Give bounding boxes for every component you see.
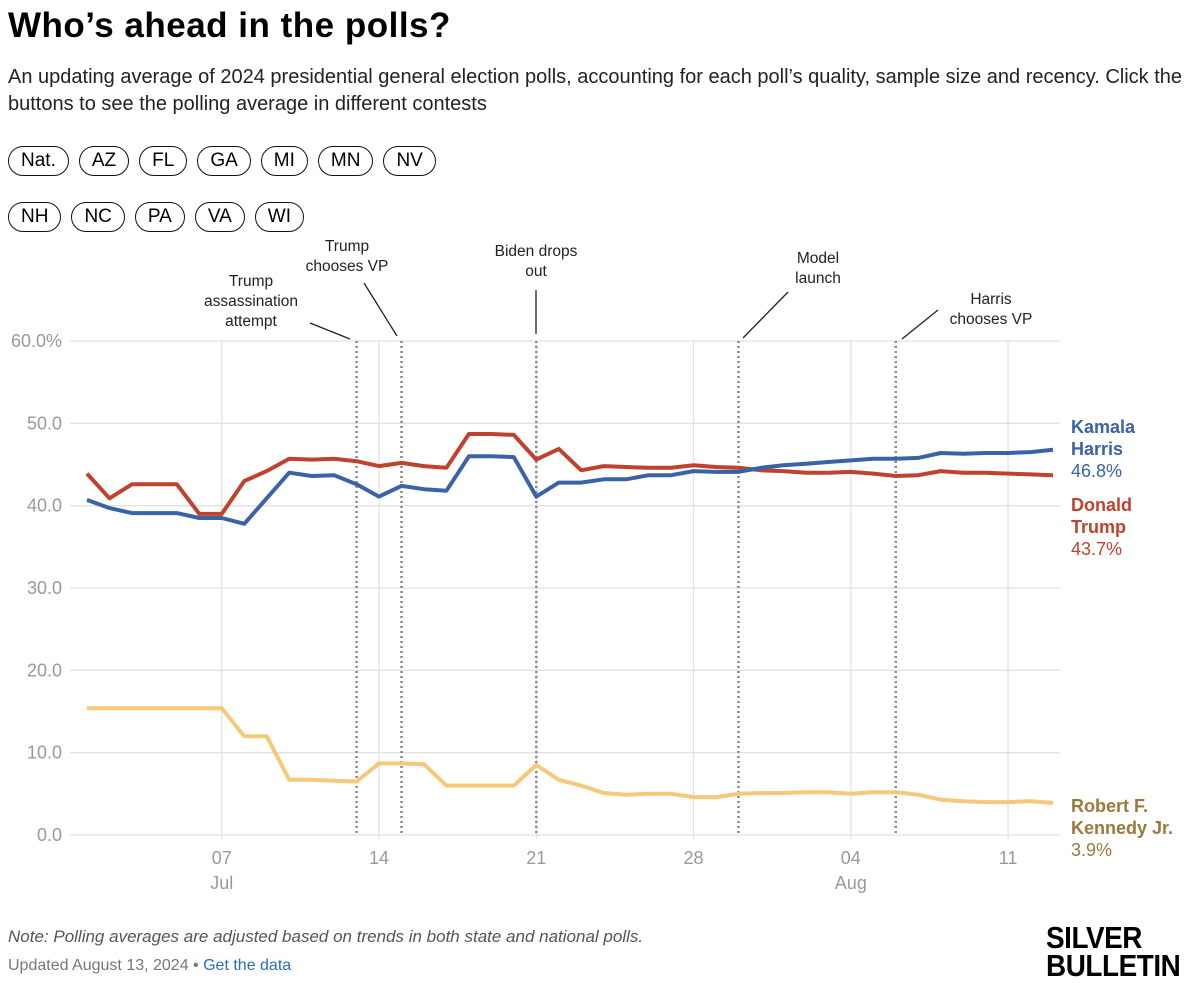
button-row: Nat. AZ FL GA MI MN NV xyxy=(8,146,436,176)
x-tick-label: 28 xyxy=(684,848,704,868)
x-tick-label: 14 xyxy=(369,848,389,868)
end-label: Kamala Harris 46.8% xyxy=(1071,416,1183,482)
data-link[interactable]: Get the data xyxy=(203,957,292,974)
leader-line xyxy=(901,309,939,340)
title: Who’s ahead in the polls? xyxy=(8,6,451,45)
annotation-text: attempt xyxy=(225,313,277,330)
state-button[interactable]: AZ xyxy=(78,146,130,176)
leader-line xyxy=(309,322,351,340)
annotation-text: Trump xyxy=(229,273,273,290)
state-button[interactable]: VA xyxy=(194,202,245,232)
state-button[interactable]: Nat. xyxy=(8,146,69,176)
x-tick-label: 04 xyxy=(841,848,861,868)
series-line xyxy=(86,447,1054,526)
annotation-text: out xyxy=(525,263,547,280)
leader-line xyxy=(363,282,398,337)
legend-name: Donald Trump xyxy=(1071,495,1132,537)
state-button[interactable]: NC xyxy=(71,202,125,232)
x-tick-label: 21 xyxy=(526,848,546,868)
annotation-text: chooses VP xyxy=(950,311,1033,328)
state-button[interactable]: NV xyxy=(383,146,436,176)
x-tick-label: 11 xyxy=(999,848,1018,868)
end-value: 43.7% xyxy=(1071,539,1123,559)
state-button[interactable]: NH xyxy=(8,202,62,232)
annotation-text: chooses VP xyxy=(306,258,389,275)
annotation-text: assassination xyxy=(204,293,298,310)
updated-text: Updated August 13, 2024 xyxy=(8,957,189,974)
series-line xyxy=(87,706,1054,805)
y-tick-label: 60.0% xyxy=(11,331,62,351)
logo-line: SILVER xyxy=(1046,920,1143,955)
y-tick-label: 20.0 xyxy=(27,660,62,680)
subtitle: An updating average of 2024 presidential… xyxy=(8,66,1183,115)
updated: Updated August 13, 2024 • Get the data xyxy=(8,957,291,975)
x-month-label: Jul xyxy=(210,873,233,893)
end-label: Donald Trump 43.7% xyxy=(1071,494,1183,560)
legend-name: Robert F. Kennedy Jr. xyxy=(1071,796,1174,838)
x-month-label: Aug xyxy=(835,873,867,893)
end-value: 46.8% xyxy=(1071,461,1123,481)
y-tick-label: 10.0 xyxy=(27,743,62,763)
button-row: NH NC PA VA WI xyxy=(8,202,304,232)
annotation-text: Model xyxy=(797,250,839,267)
series-line xyxy=(85,432,1054,516)
end-label: Robert F. Kennedy Jr. 3.9% xyxy=(1071,795,1183,861)
x-tick-label: 07 xyxy=(212,848,232,868)
state-button[interactable]: FL xyxy=(139,146,188,176)
y-tick-label: 50.0 xyxy=(27,413,62,433)
legend-name: Kamala Harris xyxy=(1071,417,1136,459)
state-button[interactable]: MN xyxy=(317,146,374,176)
annotation-text: Harris xyxy=(970,291,1012,308)
annotation-text: Biden drops xyxy=(495,243,578,260)
note: Note: Polling averages are adjusted base… xyxy=(8,927,644,946)
y-tick-label: 30.0 xyxy=(27,578,62,598)
y-tick-label: 0.0 xyxy=(37,825,62,845)
y-tick-label: 40.0 xyxy=(27,496,62,516)
leader-line xyxy=(742,291,789,339)
state-button[interactable]: WI xyxy=(254,202,304,232)
separator: • xyxy=(193,957,199,974)
logo-line: BULLETIN xyxy=(1046,948,1181,983)
annotation-text: launch xyxy=(795,270,841,287)
annotation-text: Trump xyxy=(325,238,369,255)
logo: SILVER BULLETIN xyxy=(1046,920,1181,983)
state-button[interactable]: PA xyxy=(134,202,185,232)
state-button[interactable]: MI xyxy=(260,146,308,176)
state-button[interactable]: GA xyxy=(197,146,251,176)
end-value: 3.9% xyxy=(1071,840,1113,860)
